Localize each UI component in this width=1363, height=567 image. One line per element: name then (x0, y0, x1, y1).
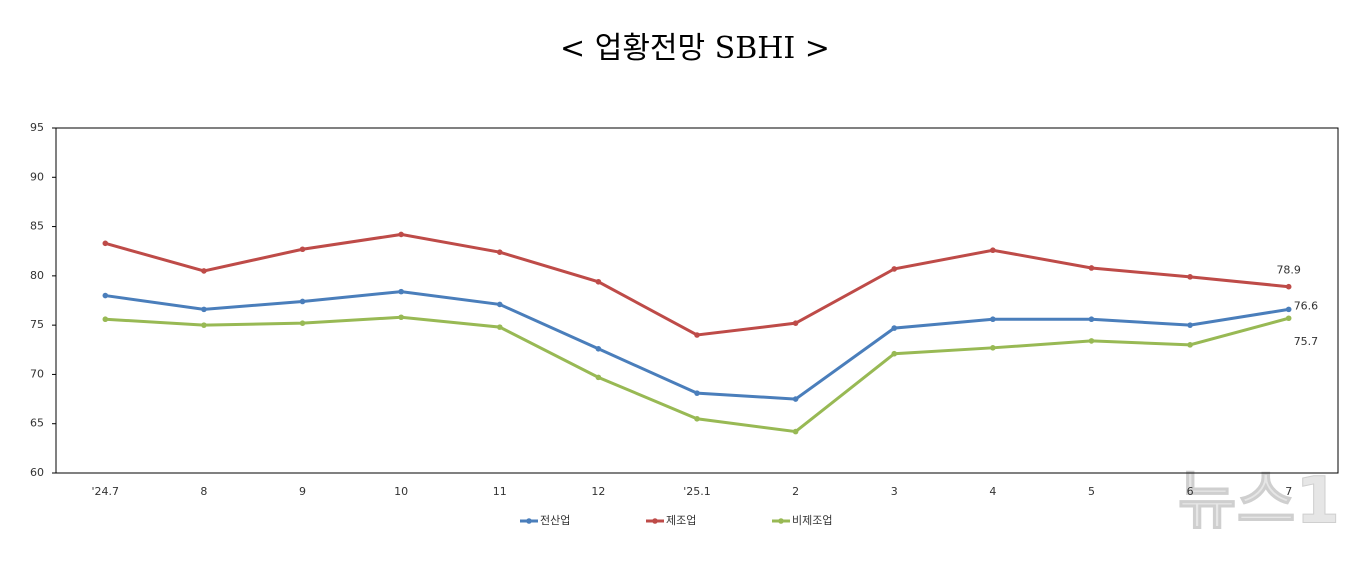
x-tick-label: '24.7 (92, 485, 120, 498)
series-line (105, 290, 1289, 401)
data-label: 78.9 (1276, 264, 1301, 277)
point (398, 314, 404, 321)
point (299, 320, 306, 326)
point (990, 316, 996, 323)
point (990, 247, 996, 254)
point (496, 301, 503, 308)
x-tick-label: 5 (1088, 485, 1095, 498)
legend-marker (526, 518, 532, 524)
point (1285, 283, 1292, 290)
y-tick-label: 80 (30, 269, 44, 282)
x-tick-label: 8 (200, 485, 207, 498)
legend-marker (778, 518, 784, 524)
y-tick-label: 65 (30, 417, 44, 430)
plot-area (55, 127, 1339, 474)
point (398, 231, 404, 238)
x-tick-label: 3 (891, 485, 898, 498)
y-tick-label: 60 (30, 466, 44, 479)
x-tick-label: 7 (1285, 485, 1292, 498)
x-tick-label: 4 (989, 485, 996, 498)
point (891, 350, 898, 357)
x-tick-label: '25.1 (683, 485, 711, 498)
point (1088, 265, 1095, 271)
point (694, 415, 700, 422)
point (595, 346, 602, 352)
point (1187, 342, 1193, 348)
y-tick-label: 85 (30, 220, 44, 233)
point (1187, 322, 1193, 328)
point (792, 396, 799, 402)
point (1285, 315, 1292, 322)
point (102, 292, 109, 299)
x-tick-label: 10 (394, 485, 408, 498)
point (595, 278, 602, 285)
point (694, 332, 700, 338)
point (201, 322, 207, 328)
legend-marker (652, 518, 658, 524)
y-tick-label: 70 (30, 367, 44, 380)
point (1285, 306, 1292, 313)
x-tick-label: 12 (591, 485, 605, 498)
legend-label: 제조업 (666, 514, 696, 527)
legend-label: 비제조업 (792, 514, 832, 527)
point (891, 325, 898, 331)
point (398, 288, 404, 295)
point (102, 240, 109, 247)
y-tick-label: 90 (30, 170, 44, 183)
point (792, 428, 799, 435)
point (792, 320, 799, 326)
point (595, 374, 602, 381)
chart-title: < 업황전망 SBHI > (560, 31, 830, 66)
point (299, 246, 306, 253)
data-label: 76.6 (1294, 299, 1319, 312)
x-tick-label: 9 (299, 485, 306, 498)
x-tick-label: 2 (792, 485, 799, 498)
data-label: 75.7 (1294, 335, 1319, 348)
point (1088, 316, 1095, 323)
point (201, 268, 207, 274)
point (102, 316, 109, 323)
point (891, 266, 898, 272)
x-tick-label: 11 (493, 485, 507, 498)
x-tick-label: 6 (1187, 485, 1194, 498)
watermark: 뉴스1 (1178, 465, 1340, 539)
y-tick-label: 75 (30, 318, 44, 331)
point (201, 306, 207, 313)
point (496, 249, 503, 255)
point (990, 345, 996, 351)
y-tick-label: 95 (30, 121, 44, 134)
point (299, 298, 306, 305)
point (694, 390, 700, 396)
point (496, 324, 503, 330)
point (1088, 338, 1095, 344)
point (1187, 274, 1193, 280)
legend-label: 전산업 (540, 514, 570, 527)
